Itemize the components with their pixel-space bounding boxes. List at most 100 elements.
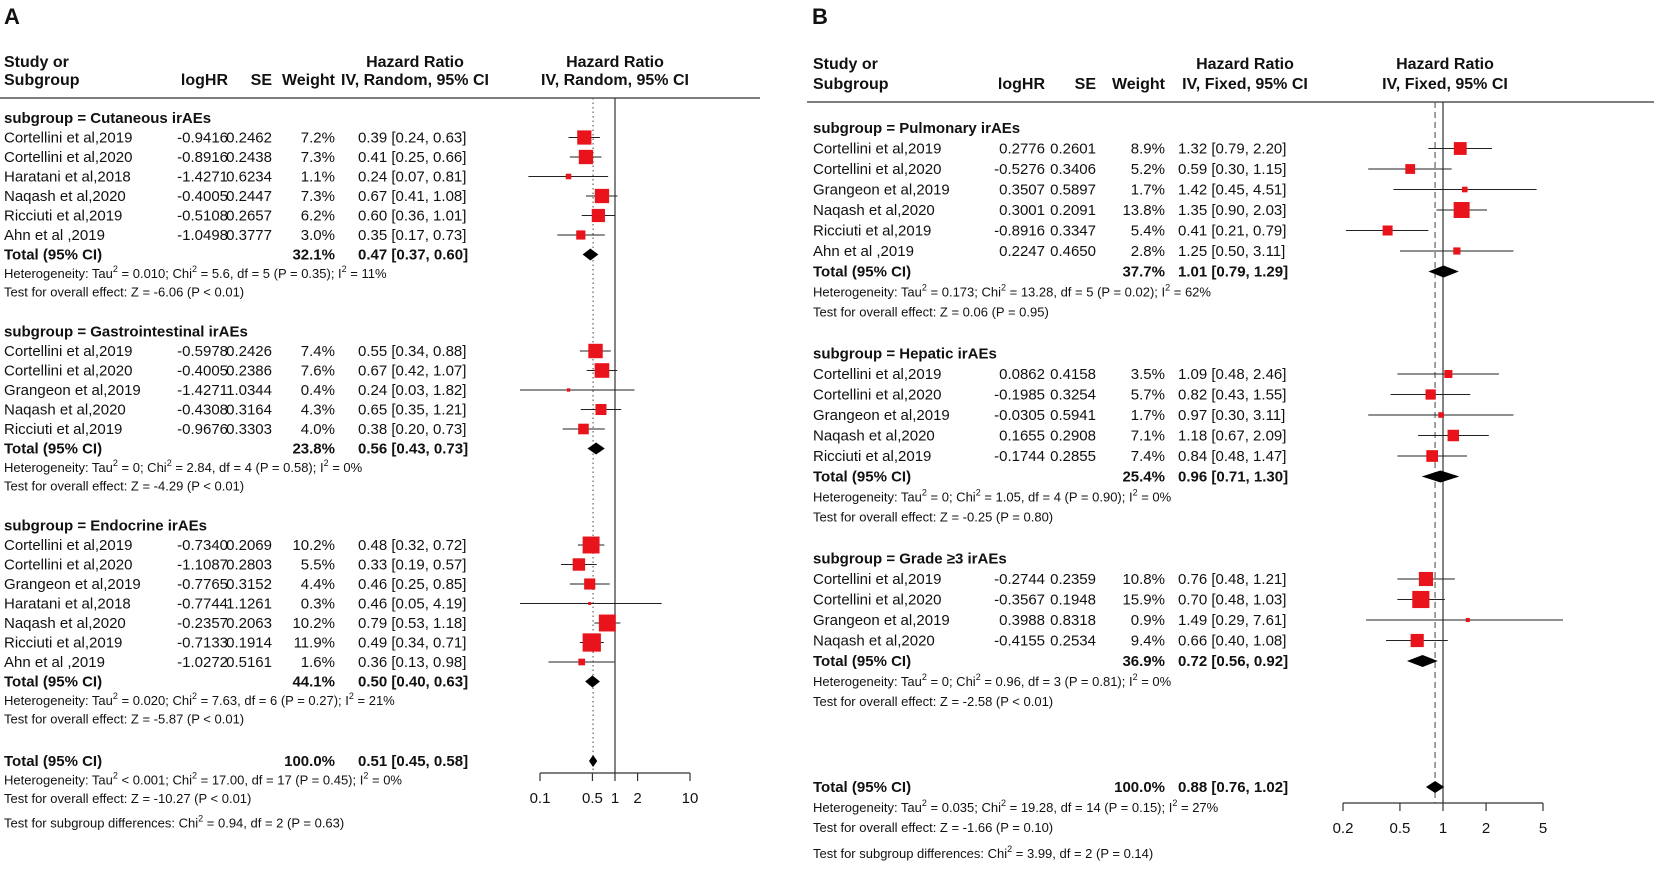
se-value: 0.3152 bbox=[226, 576, 272, 593]
loghr-value: -1.0498 bbox=[177, 227, 228, 244]
study-name: Cortellini et al,2019 bbox=[813, 366, 941, 383]
loghr-value: -0.8916 bbox=[994, 223, 1045, 240]
text-segment: Test for subgroup differences: Chi bbox=[813, 846, 1007, 861]
se-value: 0.2447 bbox=[226, 188, 272, 205]
se-value: 0.2359 bbox=[1050, 571, 1096, 588]
study-name: Ricciuti et al,2019 bbox=[813, 448, 931, 465]
text-segment: = 0.010; Chi bbox=[118, 266, 192, 281]
se-value: 0.3303 bbox=[226, 421, 272, 438]
overall-heterogeneity-text: Heterogeneity: Tau2 = 0.035; Chi2 = 19.2… bbox=[813, 798, 1219, 815]
text-segment: = 27% bbox=[1177, 800, 1218, 815]
subgroup-diamond bbox=[585, 675, 600, 688]
hr-ci-value: 0.24 [0.07, 0.81] bbox=[358, 169, 466, 186]
heterogeneity-text: Heterogeneity: Tau2 = 0; Chi2 = 0.96, df… bbox=[813, 672, 1172, 689]
weight-value: 5.4% bbox=[1131, 223, 1165, 240]
x-tick-label: 2 bbox=[633, 790, 641, 807]
hr-ci-value: 0.97 [0.30, 3.11] bbox=[1178, 407, 1285, 424]
subgroup-diamond bbox=[1421, 470, 1460, 483]
subgroup-total-label: Total (95% CI) bbox=[813, 264, 911, 281]
loghr-value: -1.0272 bbox=[177, 654, 228, 671]
text-segment: = 0.020; Chi bbox=[118, 693, 192, 708]
text-segment: = 0.96, df = 3 (P = 0.81); I bbox=[981, 674, 1133, 689]
se-value: 0.2657 bbox=[226, 208, 272, 225]
weight-value: 1.7% bbox=[1131, 407, 1165, 424]
hr-ci-value: 0.65 [0.35, 1.21] bbox=[358, 402, 466, 419]
loghr-value: -0.4308 bbox=[177, 402, 228, 419]
loghr-value: -0.8916 bbox=[177, 149, 228, 166]
overall-effect-test: Test for overall effect: Z = -4.29 (P < … bbox=[4, 479, 244, 494]
study-square bbox=[1418, 571, 1434, 587]
weight-value: 2.8% bbox=[1131, 243, 1165, 260]
superscript: 2 bbox=[922, 798, 927, 808]
panel-label: B bbox=[812, 4, 828, 29]
x-tick-label: 0.5 bbox=[1390, 820, 1411, 837]
weight-value: 13.8% bbox=[1122, 202, 1165, 219]
hr-ci-value: 0.76 [0.48, 1.21] bbox=[1178, 571, 1286, 588]
loghr-value: -0.1985 bbox=[994, 387, 1045, 404]
weight-value: 5.7% bbox=[1131, 387, 1165, 404]
loghr-value: 0.2776 bbox=[999, 141, 1045, 158]
header-plot-method: IV, Fixed, 95% CI bbox=[1382, 76, 1508, 93]
subgroup-total-ci: 0.50 [0.40, 0.63] bbox=[358, 674, 468, 691]
text-segment: = 1.05, df = 4 (P = 0.90); I bbox=[981, 490, 1133, 505]
study-square bbox=[594, 188, 610, 204]
superscript: 2 bbox=[1007, 844, 1012, 854]
overall-total-weight: 100.0% bbox=[284, 753, 335, 770]
text-segment: Heterogeneity: Tau bbox=[4, 693, 113, 708]
study-square bbox=[1447, 429, 1460, 442]
subgroup-diamond bbox=[587, 442, 605, 455]
overall-diamond bbox=[588, 755, 598, 767]
se-value: 0.3254 bbox=[1050, 387, 1096, 404]
loghr-value: -0.4005 bbox=[177, 188, 228, 205]
superscript: 2 bbox=[1001, 798, 1006, 808]
header-hr: Hazard Ratio bbox=[366, 54, 464, 71]
hr-ci-value: 1.18 [0.67, 2.09] bbox=[1178, 428, 1286, 445]
hr-ci-value: 0.36 [0.13, 0.98] bbox=[358, 654, 466, 671]
study-square bbox=[1453, 142, 1467, 155]
text-segment: Test for subgroup differences: Chi bbox=[4, 816, 198, 831]
study-name: Cortellini et al,2019 bbox=[4, 537, 132, 554]
header-plot-method: IV, Random, 95% CI bbox=[541, 72, 689, 89]
subgroup-differences-text: Test for subgroup differences: Chi2 = 3.… bbox=[813, 844, 1153, 861]
loghr-value: 0.3001 bbox=[999, 202, 1045, 219]
study-name: Cortellini et al,2020 bbox=[4, 363, 132, 380]
loghr-value: -0.7340 bbox=[177, 537, 228, 554]
text-segment: = 0% bbox=[368, 773, 402, 788]
header-study: Study or bbox=[4, 54, 69, 71]
superscript: 2 bbox=[1133, 488, 1138, 498]
superscript: 2 bbox=[198, 814, 203, 824]
subgroup-total-label: Total (95% CI) bbox=[4, 441, 102, 458]
weight-value: 10.2% bbox=[292, 615, 335, 632]
study-name: Grangeon et al,2019 bbox=[4, 382, 141, 399]
subgroup-total-weight: 44.1% bbox=[292, 674, 335, 691]
superscript: 2 bbox=[192, 771, 197, 781]
weight-value: 10.8% bbox=[1122, 571, 1165, 588]
weight-value: 4.0% bbox=[301, 421, 335, 438]
weight-value: 7.3% bbox=[301, 149, 335, 166]
hr-ci-value: 0.48 [0.32, 0.72] bbox=[358, 537, 466, 554]
hr-ci-value: 0.82 [0.43, 1.55] bbox=[1178, 387, 1286, 404]
subgroup-total-ci: 1.01 [0.79, 1.29] bbox=[1178, 264, 1288, 281]
se-value: 0.8318 bbox=[1050, 612, 1096, 629]
study-name: Ricciuti et al,2019 bbox=[4, 635, 122, 652]
hr-ci-value: 0.79 [0.53, 1.18] bbox=[358, 615, 466, 632]
heterogeneity-text: Heterogeneity: Tau2 = 0.173; Chi2 = 13.2… bbox=[813, 283, 1211, 300]
hr-ci-value: 1.25 [0.50, 3.11] bbox=[1178, 243, 1285, 260]
weight-value: 9.4% bbox=[1131, 633, 1165, 650]
superscript: 2 bbox=[922, 283, 927, 293]
weight-value: 8.9% bbox=[1131, 141, 1165, 158]
hr-ci-value: 0.46 [0.25, 0.85] bbox=[358, 576, 466, 593]
header-se: SE bbox=[251, 72, 273, 89]
text-segment: = 13.28, df = 5 (P = 0.02); I bbox=[1006, 285, 1165, 300]
weight-value: 0.3% bbox=[301, 596, 335, 613]
hr-ci-value: 1.49 [0.29, 7.61] bbox=[1178, 612, 1286, 629]
subgroup-total-weight: 25.4% bbox=[1122, 469, 1165, 486]
text-segment: Heterogeneity: Tau bbox=[4, 460, 113, 475]
overall-effect-test: Test for overall effect: Z = -2.58 (P < … bbox=[813, 694, 1053, 709]
se-value: 0.1914 bbox=[226, 635, 272, 652]
weight-value: 7.3% bbox=[301, 188, 335, 205]
x-tick-label: 0.1 bbox=[530, 790, 551, 807]
study-name: Cortellini et al,2019 bbox=[4, 343, 132, 360]
se-value: 0.5941 bbox=[1050, 407, 1096, 424]
